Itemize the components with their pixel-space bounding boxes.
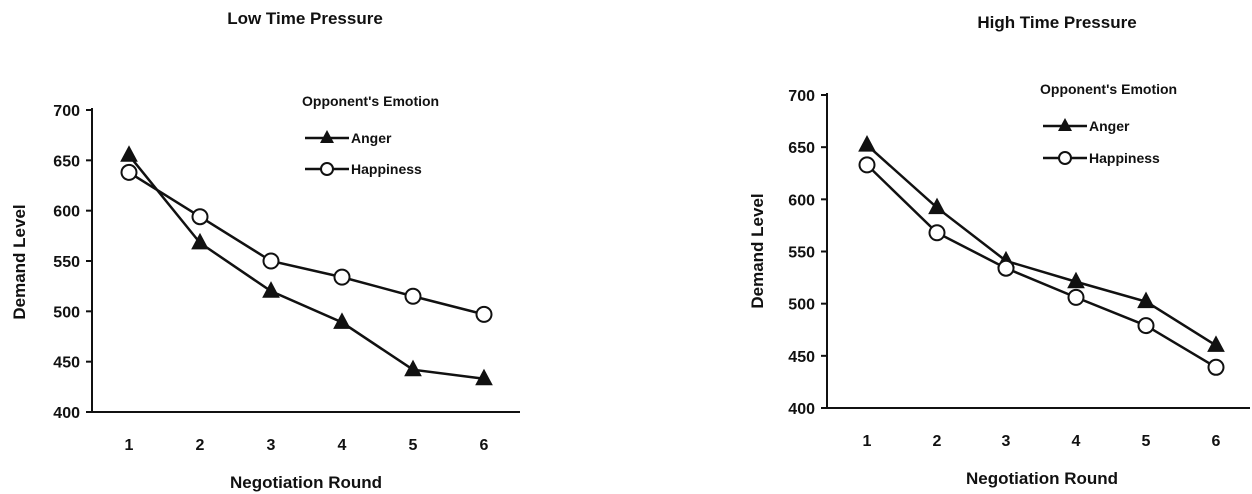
- data-point-happiness: [1207, 358, 1225, 376]
- legend-label: Anger: [351, 130, 392, 146]
- x-tick-label: 5: [1142, 433, 1151, 450]
- x-tick-label: 3: [267, 437, 276, 454]
- data-point-anger: [928, 197, 946, 215]
- data-point-anger: [333, 312, 351, 329]
- y-tick-label: 400: [53, 405, 80, 422]
- legend-happiness-marker: [1058, 151, 1072, 165]
- y-axis-label: Demand Level: [748, 193, 767, 308]
- y-tick-label: 650: [788, 140, 815, 157]
- series-line-anger: [866, 144, 1217, 347]
- data-point-happiness: [858, 156, 876, 174]
- x-tick-label: 5: [409, 437, 418, 454]
- y-tick-label: 550: [788, 245, 815, 262]
- data-point-anger: [475, 368, 493, 386]
- data-point-happiness: [475, 305, 493, 323]
- x-tick-label: 6: [1212, 433, 1221, 450]
- y-tick-label: 450: [53, 355, 80, 372]
- x-tick-label: 1: [125, 437, 134, 454]
- chart-low-time-pressure: 400 450 500 550 600 650 700 1 2 3 4 5 6 Anger Happines…: [53, 103, 520, 454]
- legend-label: Happiness: [351, 161, 422, 177]
- data-point-happiness: [997, 259, 1015, 277]
- x-tick-label: 4: [338, 437, 347, 454]
- data-point-anger: [262, 281, 280, 298]
- data-point-anger: [1207, 335, 1225, 352]
- legend-happiness-marker: [320, 162, 334, 176]
- data-point-happiness: [1137, 317, 1155, 335]
- y-tick-label: 600: [53, 204, 80, 221]
- y-tick-label: 500: [53, 304, 80, 321]
- data-point-anger: [120, 145, 138, 162]
- legend-label: Anger: [1089, 118, 1130, 134]
- y-tick-label: 450: [788, 349, 815, 366]
- data-point-anger: [191, 232, 209, 250]
- y-tick-label: 700: [788, 88, 815, 105]
- y-tick-label: 600: [788, 192, 815, 209]
- x-axis-label: Negotiation Round: [230, 473, 382, 492]
- chart-high-time-pressure: 400 450 500 550 600 650 700 1 2 3 4 5 6 Anger Happines…: [788, 88, 1250, 450]
- data-point-happiness: [404, 287, 422, 305]
- chart-title: Low Time Pressure: [227, 9, 383, 28]
- x-tick-label: 4: [1072, 433, 1081, 450]
- x-tick-label: 1: [863, 433, 872, 450]
- data-point-happiness: [1067, 288, 1085, 306]
- x-tick-label: 2: [196, 437, 205, 454]
- x-tick-label: 6: [480, 437, 489, 454]
- y-tick-label: 550: [53, 254, 80, 271]
- y-tick-label: 400: [788, 401, 815, 418]
- data-point-happiness: [262, 252, 280, 270]
- y-tick-label: 650: [53, 153, 80, 170]
- legend-anger-marker: [320, 130, 334, 143]
- y-tick-label: 500: [788, 297, 815, 314]
- data-point-happiness: [333, 268, 351, 286]
- data-point-happiness: [120, 163, 138, 181]
- x-tick-label: 3: [1002, 433, 1011, 450]
- data-point-anger: [1067, 271, 1085, 289]
- legend-title: Opponent's Emotion: [302, 93, 439, 109]
- legend-label: Happiness: [1089, 150, 1160, 166]
- data-point-anger: [858, 135, 876, 152]
- y-tick-label: 700: [53, 103, 80, 120]
- legend-title: Opponent's Emotion: [1040, 81, 1177, 97]
- data-point-anger: [404, 359, 422, 377]
- data-point-happiness: [928, 224, 946, 242]
- legend-anger-marker: [1058, 118, 1072, 131]
- data-point-anger: [1137, 291, 1155, 309]
- x-tick-label: 2: [933, 433, 942, 450]
- y-axis-label: Demand Level: [10, 204, 29, 319]
- data-point-happiness: [191, 208, 209, 226]
- x-axis-label: Negotiation Round: [966, 469, 1118, 488]
- series-line-happiness: [128, 171, 485, 316]
- chart-title: High Time Pressure: [977, 13, 1136, 32]
- series-line-happiness: [866, 164, 1217, 369]
- series-line-anger: [128, 154, 485, 381]
